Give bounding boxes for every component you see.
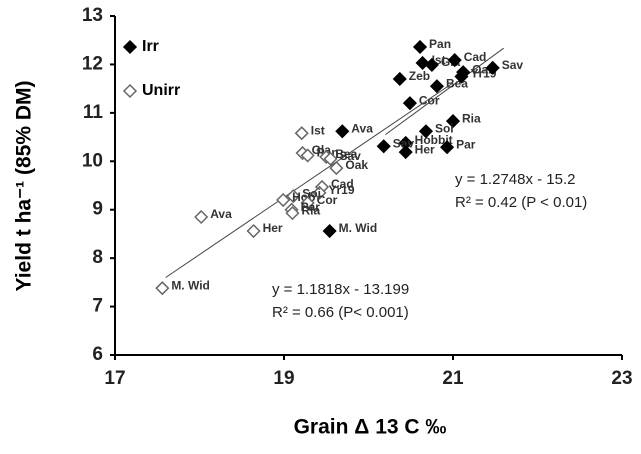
- point-label: Bea: [335, 147, 357, 161]
- point: [246, 223, 261, 239]
- point: [300, 195, 315, 210]
- point-label: Oak: [345, 158, 368, 172]
- x-tick-label: 17: [104, 368, 125, 389]
- x-tick-label: 23: [611, 368, 632, 389]
- y-tick-label: 6: [92, 344, 103, 365]
- y-tick-label: 8: [92, 247, 103, 268]
- y-tick-label: 13: [82, 5, 103, 26]
- point-label: Ist: [311, 123, 325, 137]
- point-label: Par: [301, 200, 321, 214]
- point-label: Soi: [435, 121, 454, 135]
- y-tick-label: 9: [92, 199, 103, 220]
- y-tick-label: 12: [82, 53, 103, 74]
- point-label: Bea: [446, 76, 468, 90]
- point: [447, 53, 462, 68]
- point: [424, 57, 439, 72]
- equation: y = 1.2748x - 15.2: [455, 171, 576, 188]
- point-label: Pan: [429, 37, 451, 51]
- point: [329, 161, 344, 176]
- point: [412, 39, 428, 55]
- y-axis-label: Yield t ha⁻¹ (85% DM): [13, 81, 36, 292]
- r-squared: R² = 0.42 (P < 0.01): [455, 194, 587, 211]
- point-label: Ava: [210, 207, 232, 221]
- point: [429, 79, 445, 94]
- point: [276, 192, 291, 208]
- point-label: Ria: [462, 111, 481, 125]
- y-tick-label: 7: [92, 296, 103, 317]
- point: [392, 71, 407, 87]
- x-axis-label: Grain Δ 13 C ‰: [294, 416, 447, 439]
- trend-line: [385, 47, 504, 136]
- point: [194, 209, 209, 225]
- x-tick-label: 19: [273, 368, 294, 389]
- y-tick-label: 11: [83, 102, 104, 123]
- point-label: Her: [263, 221, 283, 235]
- point: [376, 139, 391, 154]
- legend-label: Unirr: [142, 82, 180, 99]
- r-squared: R² = 0.66 (P< 0.001): [272, 304, 409, 321]
- point-label: Sav: [502, 58, 524, 72]
- point-label: Sav: [393, 136, 415, 150]
- point-label: M. Wid: [339, 221, 378, 235]
- point-label: Her: [415, 142, 435, 156]
- point: [335, 124, 350, 139]
- point-label: Cor: [419, 93, 440, 107]
- point-label: M. Wid: [171, 278, 210, 292]
- legend-label: Irr: [142, 38, 159, 55]
- point-label: Zeb: [409, 69, 430, 83]
- point: [454, 69, 469, 84]
- point: [445, 114, 461, 129]
- point-label: Sav: [339, 149, 361, 163]
- point: [312, 185, 327, 200]
- point-label: Par: [456, 137, 476, 151]
- point: [286, 189, 301, 204]
- point: [322, 223, 337, 239]
- point-label: Yr19: [328, 183, 354, 197]
- x-tick-label: 21: [442, 368, 464, 389]
- point: [415, 55, 430, 71]
- point-label: Cor: [317, 193, 338, 207]
- point-label: Ria: [301, 203, 320, 217]
- legend-marker: [122, 83, 138, 99]
- point: [440, 140, 455, 155]
- point: [285, 206, 300, 221]
- y-tick-label: 10: [82, 150, 103, 171]
- point-label: Cad: [464, 50, 487, 64]
- point: [323, 151, 338, 166]
- point: [418, 124, 434, 139]
- point: [300, 148, 315, 163]
- point: [398, 145, 413, 160]
- point-label: Hobbit: [415, 133, 453, 147]
- equation: y = 1.1818x - 13.199: [272, 281, 409, 298]
- point: [294, 126, 309, 141]
- point: [402, 96, 417, 111]
- trend-line: [165, 82, 454, 278]
- point-label: Cad: [331, 177, 354, 191]
- legend-marker: [122, 39, 138, 55]
- point-label: Ava: [351, 121, 373, 135]
- point: [155, 281, 170, 296]
- point: [485, 60, 500, 75]
